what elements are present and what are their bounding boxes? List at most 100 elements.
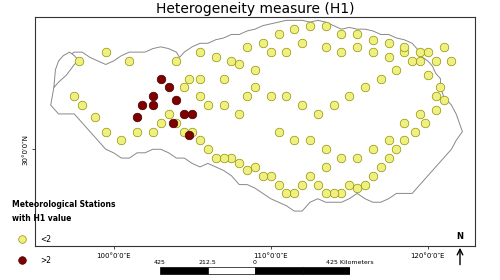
Point	[180, 112, 188, 116]
Point	[412, 129, 420, 134]
Point	[185, 133, 193, 137]
Point	[282, 50, 290, 54]
Point	[259, 174, 267, 178]
Point	[416, 50, 424, 54]
Point	[266, 50, 274, 54]
Point	[338, 32, 345, 37]
Point	[90, 115, 98, 120]
Point	[185, 76, 193, 81]
Point	[188, 112, 196, 116]
Point	[400, 45, 408, 49]
Point	[204, 103, 212, 107]
Polygon shape	[54, 52, 79, 87]
Point	[338, 156, 345, 160]
Text: with H1 value: with H1 value	[12, 214, 72, 223]
Point	[306, 174, 314, 178]
Point	[330, 191, 338, 196]
Point	[298, 41, 306, 46]
Point	[392, 67, 400, 72]
Point	[172, 97, 180, 102]
Point	[164, 112, 172, 116]
Point	[274, 129, 282, 134]
Point	[228, 156, 235, 160]
Point	[416, 112, 424, 116]
Point	[172, 120, 180, 125]
Point	[322, 191, 330, 196]
Point	[440, 97, 448, 102]
Point	[353, 156, 361, 160]
Point	[102, 129, 110, 134]
Point	[290, 27, 298, 31]
Point	[424, 73, 432, 77]
Point	[361, 182, 369, 187]
Point	[138, 103, 146, 107]
Point	[18, 258, 26, 263]
Point	[149, 129, 157, 134]
Point	[322, 24, 330, 28]
Text: Meteorological Stations: Meteorological Stations	[12, 200, 116, 209]
Text: <2: <2	[40, 235, 51, 244]
Point	[416, 59, 424, 63]
Text: 425: 425	[154, 260, 166, 265]
Point	[392, 147, 400, 151]
Point	[204, 147, 212, 151]
Point	[314, 112, 322, 116]
Point	[243, 168, 251, 173]
Polygon shape	[50, 20, 463, 211]
Point	[361, 85, 369, 90]
Point	[346, 94, 354, 99]
Bar	[255, 267, 302, 274]
Point	[353, 45, 361, 49]
Point	[133, 115, 141, 120]
Point	[424, 50, 432, 54]
Point	[170, 120, 177, 125]
Point	[400, 120, 408, 125]
Point	[251, 85, 259, 90]
Point	[384, 138, 392, 143]
Point	[149, 94, 157, 99]
Point	[436, 85, 444, 90]
Point	[236, 112, 244, 116]
Text: 0: 0	[253, 260, 257, 265]
Point	[274, 32, 282, 37]
Point	[102, 50, 110, 54]
Point	[346, 182, 354, 187]
Point	[259, 41, 267, 46]
Point	[118, 138, 126, 143]
Point	[376, 165, 384, 169]
Point	[282, 94, 290, 99]
Point	[338, 50, 345, 54]
Point	[369, 38, 377, 42]
Point	[180, 85, 188, 90]
Point	[322, 45, 330, 49]
Point	[180, 129, 188, 134]
Point	[220, 76, 228, 81]
Point	[196, 50, 204, 54]
Point	[196, 76, 204, 81]
Point	[156, 76, 164, 81]
Point	[369, 174, 377, 178]
Point	[196, 94, 204, 99]
Point	[236, 62, 244, 67]
Point	[400, 50, 408, 54]
Text: >2: >2	[40, 256, 51, 265]
Point	[314, 182, 322, 187]
Point	[400, 138, 408, 143]
Point	[18, 237, 26, 242]
Point	[384, 55, 392, 60]
Point	[236, 161, 244, 166]
Point	[384, 156, 392, 160]
Point	[220, 103, 228, 107]
Point	[440, 45, 448, 49]
Point	[298, 182, 306, 187]
Point	[353, 32, 361, 37]
Point	[126, 59, 134, 63]
Bar	[160, 267, 208, 274]
Point	[228, 59, 235, 63]
Point	[448, 59, 456, 63]
Point	[188, 129, 196, 134]
Point	[243, 94, 251, 99]
Point	[274, 182, 282, 187]
Point	[408, 59, 416, 63]
Point	[322, 165, 330, 169]
